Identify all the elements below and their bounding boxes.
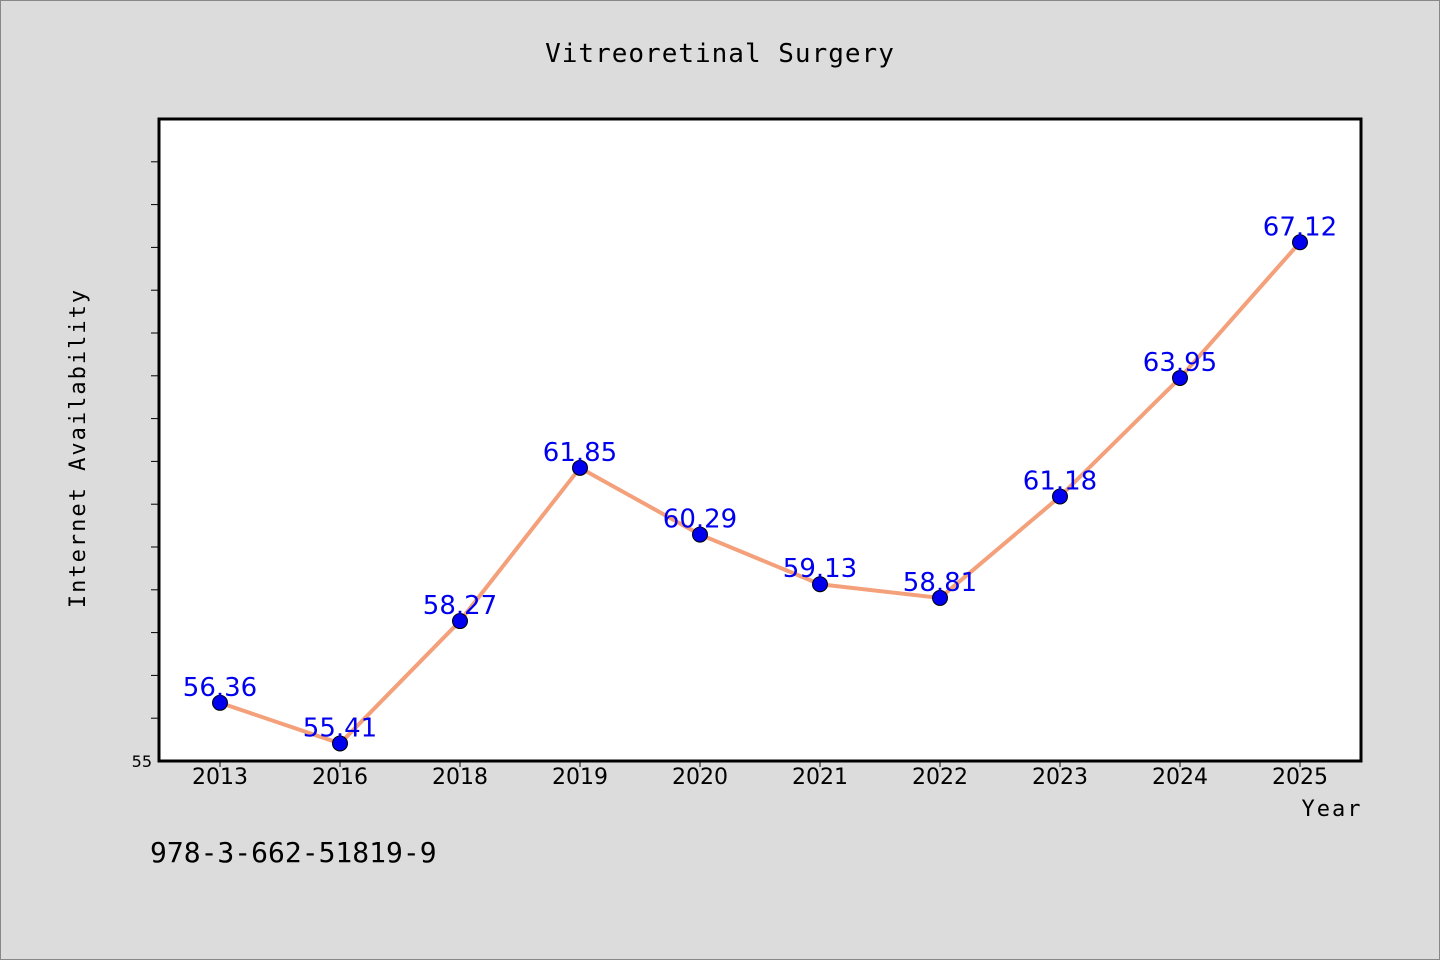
y-axis: 55 [132,161,159,771]
data-labels: 56.36 55.41 58.27 61.85 60.29 59.13 58.81 61.18… [183,212,1337,743]
data-point [212,694,228,711]
data-label: 59.13 [783,554,857,584]
plot-area [157,117,1363,763]
data-label: 61.18 [1023,466,1097,496]
series-points [212,234,1308,752]
data-label: 61.85 [543,438,617,468]
data-point [1052,488,1068,505]
data-label: 55.41 [303,713,377,743]
x-tick-label: 2025 [1272,765,1328,790]
x-tick-label: 2018 [432,765,488,790]
series-line [219,240,1302,746]
x-tick-label: 2024 [1152,765,1208,790]
data-label: 58.27 [423,591,497,621]
footer-identifier: 978-3-662-51819-9 [150,836,437,869]
data-label: 56.36 [183,673,257,703]
data-label: 58.81 [903,568,977,598]
data-point [452,613,468,630]
x-axis: 2013 2016 2018 2019 2020 2021 2022 2023 2024 2025 [192,761,1328,790]
x-axis-label: Year [1302,797,1363,822]
x-tick-label: 2021 [792,765,848,790]
y-tick-label: 55 [132,752,152,771]
x-tick-label: 2022 [912,765,968,790]
x-tick-label: 2016 [312,765,368,790]
data-point [932,589,948,606]
series-polyline [219,240,1302,746]
y-axis-label: Internet Availability [66,288,91,608]
x-tick-label: 2023 [1032,765,1088,790]
data-point [1172,369,1188,386]
data-label: 67.12 [1263,212,1337,242]
data-point [572,459,588,476]
data-point [1292,234,1308,251]
chart-title: Vitreoretinal Surgery [545,39,895,69]
x-tick-label: 2020 [672,765,728,790]
x-tick-label: 2013 [192,765,248,790]
x-tick-label: 2019 [552,765,608,790]
data-label: 60.29 [663,505,737,535]
data-point [692,526,708,543]
data-point [812,576,828,593]
data-label: 63.95 [1143,348,1217,378]
data-point [332,735,348,752]
